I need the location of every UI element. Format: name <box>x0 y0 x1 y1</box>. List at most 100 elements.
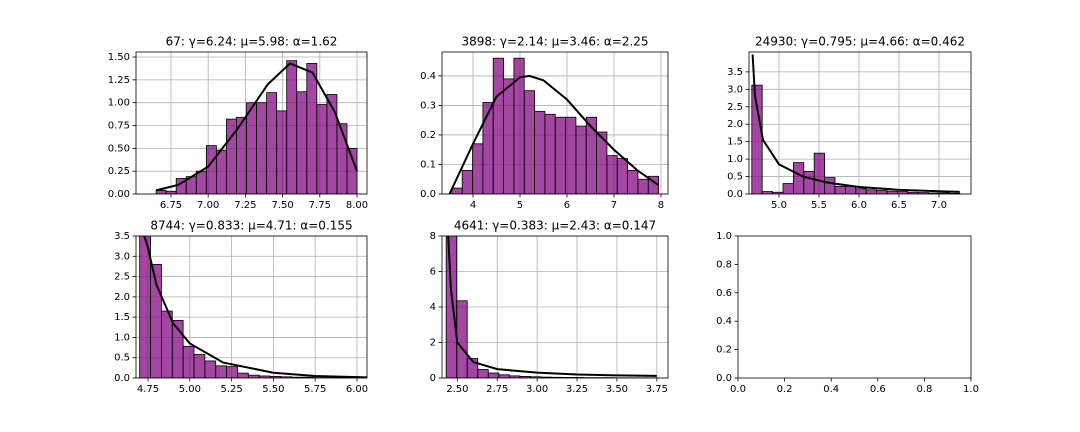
histogram-bar <box>472 143 484 194</box>
histogram-bar <box>193 354 206 378</box>
histogram-bar <box>182 345 195 378</box>
x-tick-label: 6.00 <box>346 384 368 395</box>
x-tick-label: 4.75 <box>137 384 159 395</box>
x-tick-label: 3.50 <box>606 384 628 395</box>
x-tick-label: 2.50 <box>446 384 468 395</box>
y-tick-label: 0.5 <box>114 353 130 364</box>
x-tick-label: 3.00 <box>526 384 548 395</box>
histogram-bar <box>477 369 489 378</box>
density-curve <box>448 74 660 194</box>
x-tick-label: 0.4 <box>823 384 839 395</box>
y-tick-label: 2 <box>430 338 436 349</box>
histogram-bar <box>824 177 836 194</box>
y-tick-label: 2.5 <box>114 272 130 283</box>
y-tick-label: 4 <box>430 302 436 313</box>
histogram-bar <box>316 104 328 194</box>
histogram-bar <box>205 145 217 194</box>
x-tick-label: 5.00 <box>179 384 201 395</box>
y-tick-label: 1.0 <box>716 231 732 242</box>
x-tick-label: 7.25 <box>234 200 256 211</box>
histogram-bar <box>161 310 173 378</box>
histogram-bar <box>793 162 805 194</box>
y-tick-label: 0.00 <box>108 189 130 200</box>
histogram-bar <box>585 116 597 194</box>
histogram-bar <box>487 372 500 378</box>
y-tick-label: 0.25 <box>108 166 130 177</box>
y-tick-label: 0.75 <box>108 121 130 132</box>
y-tick-label: 3.5 <box>727 67 743 78</box>
plot-area <box>139 236 367 378</box>
histogram-bar <box>606 155 618 194</box>
x-tick-label: 8 <box>658 200 664 211</box>
histogram-bar <box>226 366 238 378</box>
histogram-bar <box>616 158 628 194</box>
histogram-bar <box>246 102 257 194</box>
x-tick-label: 7.75 <box>309 200 331 211</box>
y-tick-label: 3.0 <box>114 251 130 262</box>
x-tick-label: 6 <box>564 200 570 211</box>
histogram-bar <box>845 185 857 194</box>
y-tick-label: 1.5 <box>114 312 130 323</box>
y-tick-label: 0.0 <box>716 373 732 384</box>
subplot: 8744: γ=0.833: μ=4.71: α=0.155 4.75 5.00 5.… <box>114 219 368 396</box>
y-tick-label: 2.0 <box>114 292 130 303</box>
y-tick-label: 0.0 <box>727 189 743 200</box>
subplot: 4641: γ=0.383: μ=2.43: α=0.147 2.50 2.75 3.… <box>430 219 669 395</box>
y-tick-label: 0.0 <box>114 373 130 384</box>
histogram-bar <box>296 91 308 194</box>
subplot-title: 4641: γ=0.383: μ=2.43: α=0.147 <box>454 219 656 233</box>
y-tick-label: 0 <box>430 373 436 384</box>
histogram-bar <box>813 152 826 194</box>
histogram-bar <box>306 63 318 194</box>
axes-frame <box>737 235 972 379</box>
x-tick-label: 6.0 <box>851 200 867 211</box>
y-tick-label: 1.50 <box>108 52 130 63</box>
y-tick-label: 0.3 <box>420 100 436 111</box>
histogram-bar <box>326 94 338 194</box>
histogram-bar <box>165 190 177 194</box>
histogram-bar <box>256 102 268 194</box>
x-tick-label: 7.00 <box>197 200 219 211</box>
y-tick-label: 2.5 <box>727 102 743 113</box>
x-tick-label: 6.75 <box>160 200 182 211</box>
x-tick-label: 5.25 <box>220 384 242 395</box>
y-tick-label: 0.2 <box>716 345 732 356</box>
histogram-bar <box>445 236 458 378</box>
axes-frame <box>441 51 669 195</box>
x-tick-label: 0.6 <box>870 384 886 395</box>
histogram-bar <box>195 170 207 194</box>
x-tick-label: 4 <box>470 200 476 211</box>
histogram-bar <box>215 365 227 378</box>
histogram-bar <box>492 57 504 194</box>
subplot: 3898: γ=2.14: μ=3.46: α=2.25 4 5 6 7 8 0.0 0.1 0… <box>420 35 669 211</box>
y-tick-label: 0.4 <box>420 71 436 82</box>
plot-area <box>155 60 358 194</box>
x-tick-label: 3.25 <box>566 384 588 395</box>
histogram-bar <box>466 358 479 378</box>
histogram-bar <box>247 374 260 378</box>
y-tick-label: 0.0 <box>420 189 436 200</box>
histogram-bar <box>876 190 888 194</box>
histogram-bar <box>627 169 639 194</box>
y-tick-label: 0.6 <box>716 288 732 299</box>
x-tick-label: 5.75 <box>304 384 326 395</box>
histogram-bar <box>865 189 878 194</box>
histogram-bar <box>215 149 227 194</box>
histogram-bar <box>565 116 577 194</box>
x-tick-label: 5.0 <box>771 200 787 211</box>
histogram-bar <box>637 178 649 194</box>
histogram-bar <box>276 110 288 194</box>
y-tick-label: 1.00 <box>108 98 130 109</box>
histogram-bar <box>204 360 217 378</box>
x-tick-label: 2.75 <box>486 384 508 395</box>
y-tick-label: 0.4 <box>716 316 732 327</box>
density-curve <box>751 54 960 193</box>
x-tick-label: 5.50 <box>262 384 284 395</box>
x-tick-label: 6.5 <box>891 200 907 211</box>
histogram-bar <box>575 125 587 194</box>
histogram-bar <box>782 183 794 194</box>
y-tick-label: 0.8 <box>716 259 732 270</box>
histogram-bar <box>482 102 494 194</box>
x-tick-label: 5 <box>517 200 523 211</box>
subplot-title: 8744: γ=0.833: μ=4.71: α=0.155 <box>150 219 352 233</box>
